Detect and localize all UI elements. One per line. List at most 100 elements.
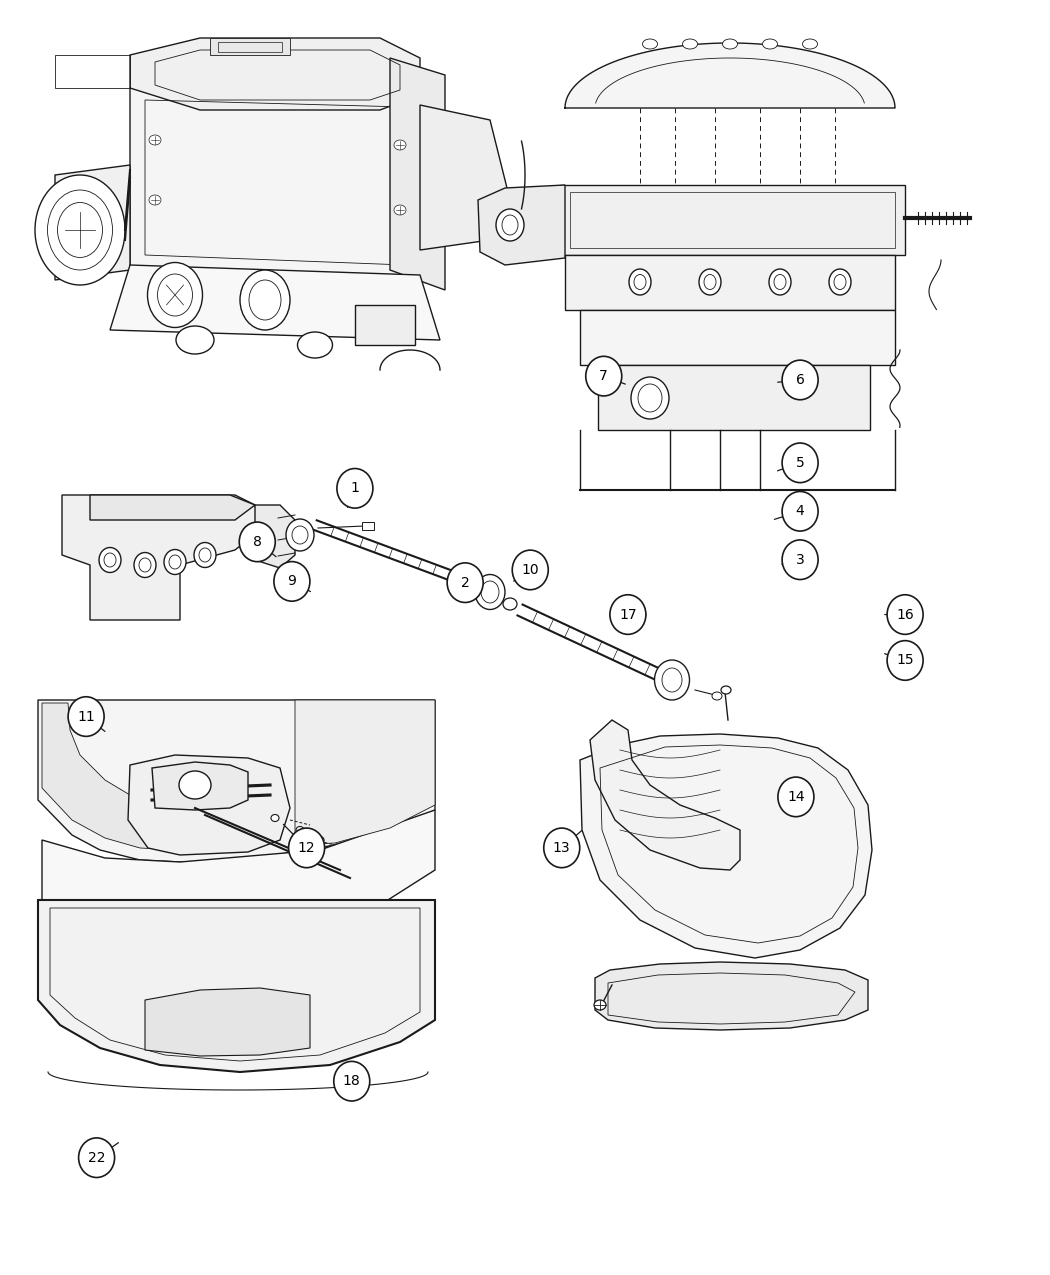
Ellipse shape (47, 190, 112, 270)
Text: 13: 13 (553, 842, 570, 854)
Ellipse shape (200, 548, 211, 562)
Polygon shape (110, 265, 440, 340)
Polygon shape (478, 185, 565, 265)
Polygon shape (390, 57, 445, 289)
Ellipse shape (334, 1061, 370, 1102)
Text: 4: 4 (796, 505, 804, 518)
Polygon shape (560, 185, 905, 255)
Ellipse shape (316, 836, 324, 844)
Text: 3: 3 (796, 553, 804, 566)
Ellipse shape (249, 280, 281, 320)
Ellipse shape (722, 40, 737, 48)
Ellipse shape (887, 594, 923, 635)
Polygon shape (145, 988, 310, 1056)
Ellipse shape (158, 274, 192, 316)
Text: 6: 6 (796, 374, 804, 386)
Ellipse shape (149, 195, 161, 205)
Ellipse shape (774, 274, 786, 289)
Ellipse shape (594, 1000, 606, 1010)
Ellipse shape (502, 215, 518, 235)
Ellipse shape (610, 594, 646, 635)
Ellipse shape (394, 205, 406, 215)
Ellipse shape (682, 40, 697, 48)
Ellipse shape (629, 269, 651, 295)
Ellipse shape (544, 827, 580, 868)
Ellipse shape (782, 442, 818, 483)
Polygon shape (590, 720, 740, 870)
Ellipse shape (194, 542, 216, 567)
Ellipse shape (699, 269, 721, 295)
Ellipse shape (337, 468, 373, 509)
Ellipse shape (830, 269, 850, 295)
Ellipse shape (887, 640, 923, 681)
Ellipse shape (762, 40, 777, 48)
Ellipse shape (782, 360, 818, 400)
Polygon shape (565, 43, 895, 108)
Ellipse shape (778, 776, 814, 817)
Ellipse shape (79, 1137, 114, 1178)
Ellipse shape (496, 209, 524, 241)
Ellipse shape (296, 826, 304, 834)
Polygon shape (62, 495, 260, 620)
Text: 7: 7 (600, 370, 608, 382)
Ellipse shape (586, 356, 622, 397)
FancyBboxPatch shape (362, 521, 374, 530)
Ellipse shape (643, 40, 657, 48)
Ellipse shape (769, 269, 791, 295)
Ellipse shape (58, 203, 103, 258)
Text: 8: 8 (253, 536, 261, 548)
Ellipse shape (447, 562, 483, 603)
FancyBboxPatch shape (355, 305, 415, 346)
Polygon shape (580, 734, 872, 958)
Text: 2: 2 (461, 576, 469, 589)
Polygon shape (42, 810, 435, 928)
Text: 12: 12 (298, 842, 315, 854)
Text: 18: 18 (343, 1075, 360, 1088)
Polygon shape (565, 255, 895, 310)
Ellipse shape (164, 550, 186, 575)
Ellipse shape (662, 668, 682, 692)
Ellipse shape (169, 555, 181, 569)
Ellipse shape (134, 552, 156, 578)
Text: 15: 15 (897, 654, 914, 667)
Ellipse shape (289, 827, 324, 868)
Ellipse shape (638, 384, 662, 412)
Ellipse shape (271, 815, 279, 821)
Text: 10: 10 (522, 564, 539, 576)
Text: 17: 17 (620, 608, 636, 621)
Ellipse shape (704, 274, 716, 289)
Ellipse shape (239, 521, 275, 562)
Polygon shape (130, 88, 420, 280)
Ellipse shape (475, 575, 505, 609)
Ellipse shape (104, 553, 116, 567)
Ellipse shape (240, 270, 290, 330)
Polygon shape (55, 164, 130, 280)
Ellipse shape (68, 696, 104, 737)
Ellipse shape (782, 491, 818, 532)
Polygon shape (295, 700, 435, 845)
Ellipse shape (294, 848, 302, 856)
Ellipse shape (503, 598, 517, 609)
Ellipse shape (634, 274, 646, 289)
Ellipse shape (712, 692, 722, 700)
Polygon shape (598, 365, 870, 430)
Polygon shape (210, 38, 290, 55)
Ellipse shape (99, 547, 121, 572)
Ellipse shape (512, 550, 548, 590)
Text: 22: 22 (88, 1151, 105, 1164)
Ellipse shape (631, 377, 669, 419)
Ellipse shape (654, 660, 690, 700)
Ellipse shape (297, 332, 333, 358)
Text: 14: 14 (788, 790, 804, 803)
Ellipse shape (394, 140, 406, 150)
Polygon shape (255, 505, 295, 567)
Polygon shape (38, 700, 435, 862)
Polygon shape (90, 495, 255, 520)
Polygon shape (595, 963, 868, 1030)
Text: 5: 5 (796, 456, 804, 469)
Text: 11: 11 (78, 710, 94, 723)
Ellipse shape (834, 274, 846, 289)
Ellipse shape (802, 40, 818, 48)
Polygon shape (420, 105, 510, 250)
Ellipse shape (147, 263, 203, 328)
